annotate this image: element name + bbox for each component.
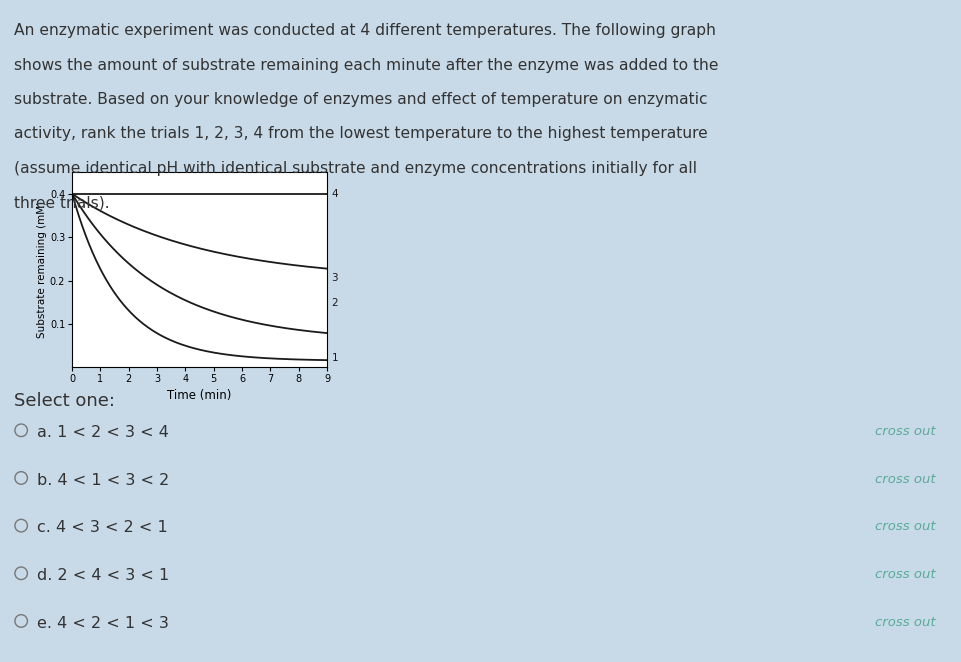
Text: d. 2 < 4 < 3 < 1: d. 2 < 4 < 3 < 1	[37, 568, 168, 583]
Text: 4: 4	[331, 189, 337, 199]
Text: cross out: cross out	[875, 425, 935, 438]
Text: a. 1 < 2 < 3 < 4: a. 1 < 2 < 3 < 4	[37, 425, 168, 440]
Text: cross out: cross out	[875, 520, 935, 534]
Text: 3: 3	[331, 273, 337, 283]
Text: b. 4 < 1 < 3 < 2: b. 4 < 1 < 3 < 2	[37, 473, 168, 488]
Text: Select one:: Select one:	[14, 392, 115, 410]
Y-axis label: Substrate remaining (mM): Substrate remaining (mM)	[37, 201, 47, 338]
Text: three trials).: three trials).	[14, 195, 110, 211]
Text: e. 4 < 2 < 1 < 3: e. 4 < 2 < 1 < 3	[37, 616, 168, 631]
Text: cross out: cross out	[875, 568, 935, 581]
Text: c. 4 < 3 < 2 < 1: c. 4 < 3 < 2 < 1	[37, 520, 167, 536]
Text: (assume identical pH with identical substrate and enzyme concentrations initiall: (assume identical pH with identical subs…	[14, 161, 697, 176]
Text: substrate. Based on your knowledge of enzymes and effect of temperature on enzym: substrate. Based on your knowledge of en…	[14, 92, 707, 107]
Text: 1: 1	[331, 353, 337, 363]
Text: cross out: cross out	[875, 616, 935, 629]
X-axis label: Time (min): Time (min)	[167, 389, 232, 402]
Text: shows the amount of substrate remaining each minute after the enzyme was added t: shows the amount of substrate remaining …	[14, 58, 718, 73]
Text: An enzymatic experiment was conducted at 4 different temperatures. The following: An enzymatic experiment was conducted at…	[14, 23, 716, 38]
Text: cross out: cross out	[875, 473, 935, 486]
Text: 2: 2	[331, 298, 337, 308]
Text: activity, rank the trials 1, 2, 3, 4 from the lowest temperature to the highest : activity, rank the trials 1, 2, 3, 4 fro…	[14, 126, 707, 142]
